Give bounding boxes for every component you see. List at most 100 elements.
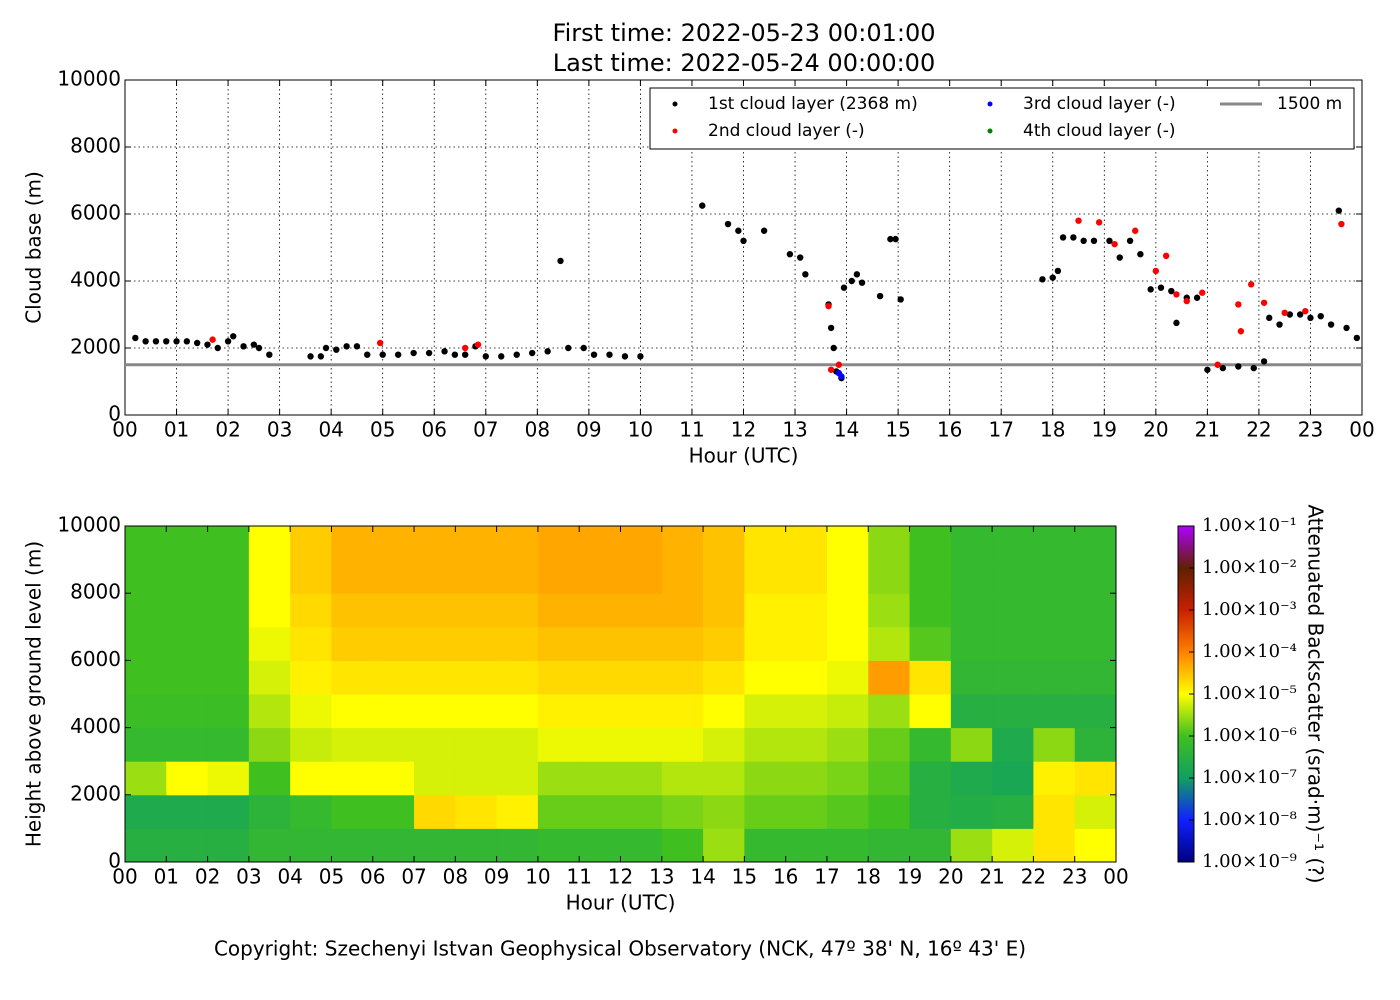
x-tick-label: 12 (608, 865, 633, 889)
data-point (1070, 234, 1077, 241)
heat-cell (1074, 660, 1117, 695)
heat-cell (909, 626, 952, 661)
heat-cell (537, 559, 580, 594)
heat-cell (826, 660, 869, 695)
colorbar-tick-label: 1.00×10⁻⁹ (1202, 851, 1297, 872)
heat-cell (331, 761, 374, 796)
heat-cell (909, 593, 952, 628)
heat-cell (372, 593, 415, 628)
data-point (1260, 358, 1268, 365)
colorbar-tick-label: 1.00×10⁻⁶ (1202, 725, 1297, 746)
heat-cell (868, 694, 911, 729)
heat-cell (950, 727, 993, 762)
heat-cell (166, 761, 209, 796)
heat-cell (744, 727, 787, 762)
heat-cell (826, 727, 869, 762)
heat-cell (992, 694, 1034, 729)
heat-cell (166, 794, 209, 829)
heat-cell (166, 694, 209, 729)
heat-cell (868, 559, 911, 594)
heat-cell (661, 828, 704, 863)
data-point (1302, 307, 1309, 315)
heat-cell (1033, 761, 1076, 796)
heat-cell (909, 660, 952, 695)
x-tick-label: 18 (856, 865, 881, 889)
heat-cell (248, 526, 291, 561)
heat-cell (744, 559, 787, 594)
heat-cell (579, 559, 621, 594)
heat-cell (372, 761, 415, 796)
heat-cell (620, 761, 663, 796)
heat-cell (992, 828, 1034, 863)
y-axis-label: Cloud base (m) (22, 171, 46, 324)
heat-cell (950, 794, 993, 829)
heat-cell (290, 794, 332, 829)
data-point (1338, 220, 1345, 228)
x-axis-label: Hour (UTC) (566, 891, 676, 915)
heat-cell (455, 626, 498, 661)
heat-cell (372, 828, 415, 863)
heat-cell (496, 660, 539, 695)
heat-cell (331, 660, 374, 695)
x-tick-label: 10 (628, 418, 653, 442)
y-tick-label: 6000 (70, 647, 121, 671)
x-tick-label: 21 (1195, 418, 1220, 442)
data-point (637, 353, 644, 360)
heat-cell (661, 626, 704, 661)
heat-cell (909, 794, 952, 829)
heat-cell (1074, 727, 1117, 762)
heat-cell (579, 626, 621, 661)
data-point (266, 351, 273, 358)
heat-cell (868, 660, 911, 695)
heat-cell (414, 593, 456, 628)
heat-cell (826, 593, 869, 628)
heat-cell (1074, 526, 1117, 561)
heat-cell (785, 660, 828, 695)
x-tick-label: 15 (732, 865, 757, 889)
heat-cell (992, 761, 1034, 796)
heat-cell (414, 828, 456, 863)
data-point (1307, 314, 1314, 322)
colorbar-tick-label: 1.00×10⁻⁵ (1202, 683, 1297, 704)
data-point (193, 339, 201, 347)
data-point (848, 277, 855, 285)
heat-cell (992, 526, 1034, 561)
data-point (173, 338, 180, 345)
heat-cell (785, 727, 828, 762)
heat-cell (248, 828, 291, 863)
heat-cell (785, 828, 828, 863)
data-point (557, 257, 564, 265)
data-point (1276, 321, 1283, 328)
data-point (461, 344, 469, 352)
heat-cell (372, 794, 415, 829)
data-point (425, 349, 433, 357)
heat-cell (125, 660, 167, 695)
heat-cell (537, 828, 580, 863)
data-point (1095, 219, 1103, 226)
heat-cell (1074, 694, 1117, 729)
heat-cell (166, 828, 209, 863)
heat-cell (620, 526, 663, 561)
heat-cell (1033, 794, 1076, 829)
heat-cell (166, 727, 209, 762)
data-point (1116, 254, 1123, 261)
legend-marker (987, 101, 993, 107)
heat-cell (950, 660, 993, 695)
heat-cell (414, 794, 456, 829)
data-point (1147, 286, 1154, 293)
data-point (1173, 319, 1180, 327)
heat-cell (1074, 559, 1117, 594)
x-tick-label: 22 (1246, 418, 1271, 442)
data-point (1335, 207, 1343, 214)
data-point (740, 237, 747, 244)
data-point (1049, 274, 1056, 281)
heat-cell (455, 761, 498, 796)
data-point (853, 271, 861, 278)
y-tick-label: 4000 (70, 714, 121, 738)
heat-cell (166, 593, 209, 628)
data-point (1183, 297, 1190, 305)
data-point (307, 353, 314, 360)
heat-cell (1033, 694, 1076, 729)
heat-cell (496, 828, 539, 863)
heat-cell (950, 694, 993, 729)
